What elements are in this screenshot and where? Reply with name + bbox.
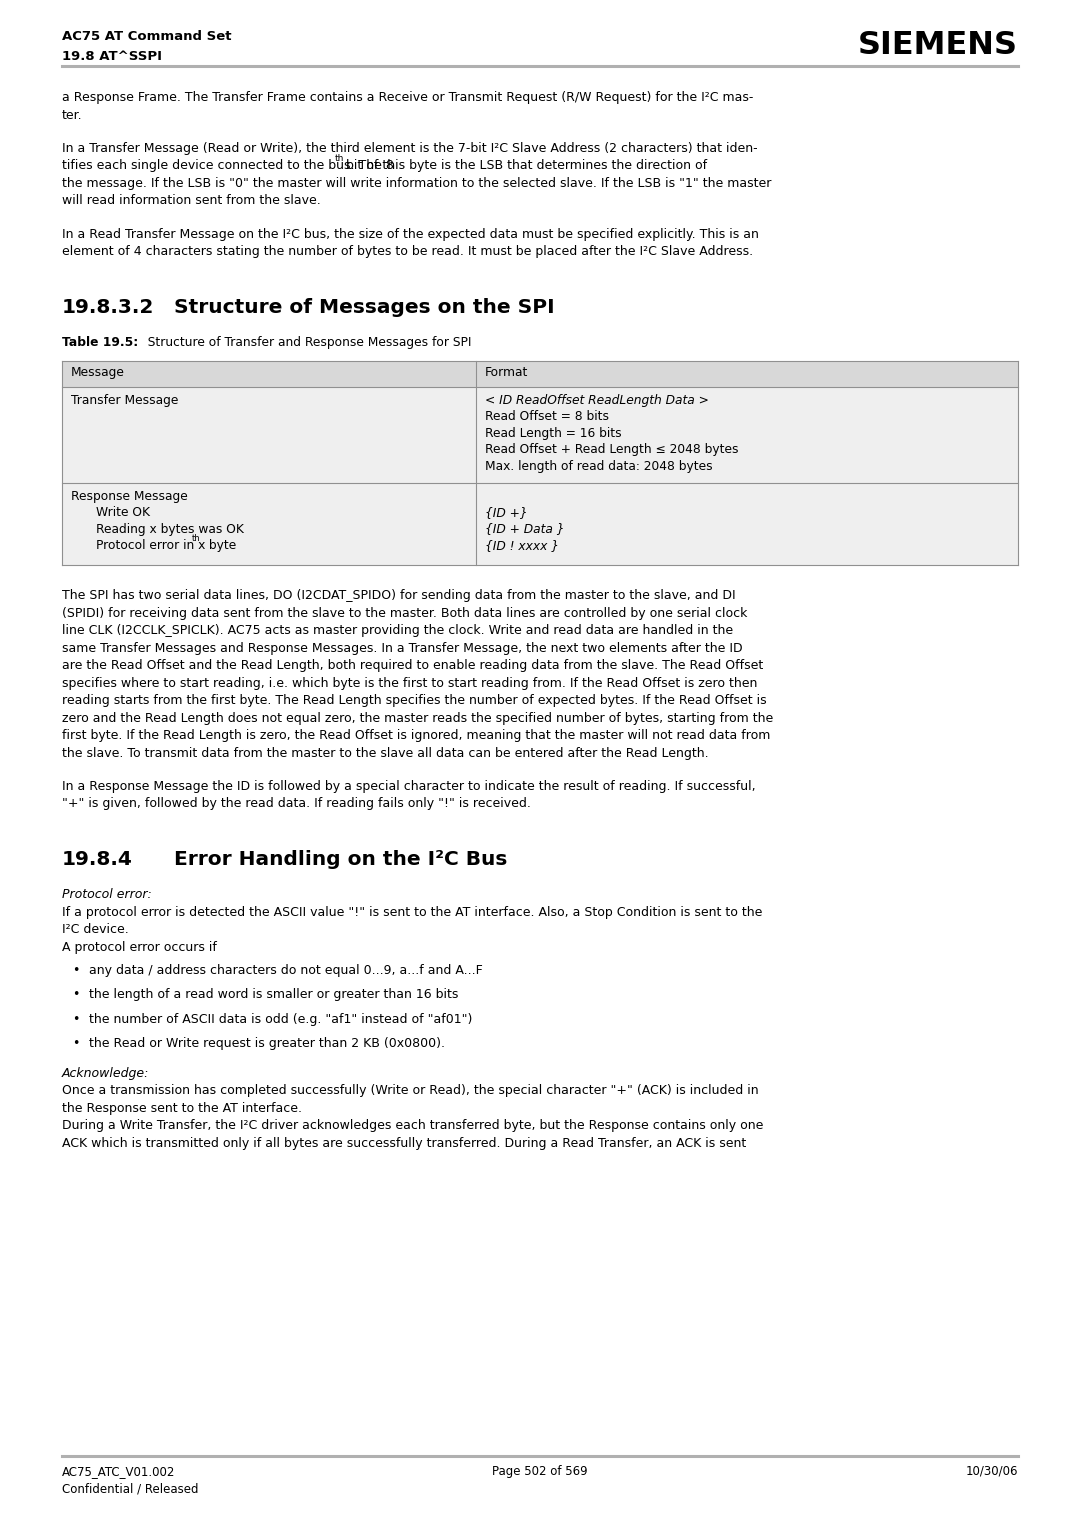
Text: the length of a read word is smaller or greater than 16 bits: the length of a read word is smaller or … <box>89 989 458 1001</box>
Text: A protocol error occurs if: A protocol error occurs if <box>62 941 217 953</box>
Text: ter.: ter. <box>62 108 83 122</box>
Text: Reading x bytes was OK: Reading x bytes was OK <box>96 523 244 535</box>
Text: (SPIDI) for receiving data sent from the slave to the master. Both data lines ar: (SPIDI) for receiving data sent from the… <box>62 607 747 619</box>
Text: will read information sent from the slave.: will read information sent from the slav… <box>62 194 321 208</box>
Text: Max. length of read data: 2048 bytes: Max. length of read data: 2048 bytes <box>485 460 713 472</box>
Text: the message. If the LSB is "0" the master will write information to the selected: the message. If the LSB is "0" the maste… <box>62 177 771 189</box>
Text: In a Read Transfer Message on the I²C bus, the size of the expected data must be: In a Read Transfer Message on the I²C bu… <box>62 228 759 240</box>
Text: Protocol error in x: Protocol error in x <box>96 539 205 552</box>
Text: Structure of Messages on the SPI: Structure of Messages on the SPI <box>174 298 555 316</box>
Text: Transfer Message: Transfer Message <box>71 394 178 406</box>
Text: Message: Message <box>71 365 125 379</box>
Text: zero and the Read Length does not equal zero, the master reads the specified num: zero and the Read Length does not equal … <box>62 712 773 724</box>
Text: Write OK: Write OK <box>96 506 150 520</box>
Text: In a Transfer Message (Read or Write), the third element is the 7-bit I²C Slave : In a Transfer Message (Read or Write), t… <box>62 142 758 154</box>
Text: th: th <box>335 154 345 163</box>
Text: Table 19.5:: Table 19.5: <box>62 336 138 348</box>
Text: ACK which is transmitted only if all bytes are successfully transferred. During : ACK which is transmitted only if all byt… <box>62 1137 746 1149</box>
Text: the number of ASCII data is odd (e.g. "af1" instead of "af01"): the number of ASCII data is odd (e.g. "a… <box>89 1013 472 1025</box>
Text: 19.8.4: 19.8.4 <box>62 850 133 869</box>
Text: 19.8 AT^SSPI: 19.8 AT^SSPI <box>62 50 162 63</box>
Text: the Response sent to the AT interface.: the Response sent to the AT interface. <box>62 1102 302 1115</box>
Text: •: • <box>72 989 79 1001</box>
Text: same Transfer Messages and Response Messages. In a Transfer Message, the next tw: same Transfer Messages and Response Mess… <box>62 642 743 654</box>
Bar <box>62 361 1018 387</box>
Text: first byte. If the Read Length is zero, the Read Offset is ignored, meaning that: first byte. If the Read Length is zero, … <box>62 729 770 743</box>
Text: The SPI has two serial data lines, DO (I2CDAT_SPIDO) for sending data from the m: The SPI has two serial data lines, DO (I… <box>62 588 735 602</box>
Text: any data / address characters do not equal 0...9, a...f and A...F: any data / address characters do not equ… <box>89 964 483 976</box>
Text: Error Handling on the I²C Bus: Error Handling on the I²C Bus <box>174 850 508 869</box>
Text: tifies each single device connected to the bus. The 8: tifies each single device connected to t… <box>62 159 394 173</box>
Text: I²C device.: I²C device. <box>62 923 129 937</box>
Text: If a protocol error is detected the ASCII value "!" is sent to the AT interface.: If a protocol error is detected the ASCI… <box>62 906 762 918</box>
Text: a Response Frame. The Transfer Frame contains a Receive or Transmit Request (R/W: a Response Frame. The Transfer Frame con… <box>62 92 754 104</box>
Text: Format: Format <box>485 365 528 379</box>
Text: element of 4 characters stating the number of bytes to be read. It must be place: element of 4 characters stating the numb… <box>62 244 753 258</box>
Text: bit of this byte is the LSB that determines the direction of: bit of this byte is the LSB that determi… <box>341 159 706 173</box>
Text: specifies where to start reading, i.e. which byte is the first to start reading : specifies where to start reading, i.e. w… <box>62 677 757 689</box>
Text: {ID ! xxxx }: {ID ! xxxx } <box>485 539 559 552</box>
Text: In a Response Message the ID is followed by a special character to indicate the : In a Response Message the ID is followed… <box>62 779 756 793</box>
Text: line CLK (I2CCLK_SPICLK). AC75 acts as master providing the clock. Write and rea: line CLK (I2CCLK_SPICLK). AC75 acts as m… <box>62 623 733 637</box>
Text: 10/30/06: 10/30/06 <box>966 1465 1018 1478</box>
Text: Protocol error:: Protocol error: <box>62 888 152 902</box>
Text: SIEMENS: SIEMENS <box>858 31 1018 61</box>
Text: Read Offset = 8 bits: Read Offset = 8 bits <box>485 410 609 423</box>
Text: reading starts from the first byte. The Read Length specifies the number of expe: reading starts from the first byte. The … <box>62 694 767 707</box>
Text: Page 502 of 569: Page 502 of 569 <box>492 1465 588 1478</box>
Text: •: • <box>72 964 79 976</box>
Text: •: • <box>72 1038 79 1050</box>
Text: Read Offset + Read Length ≤ 2048 bytes: Read Offset + Read Length ≤ 2048 bytes <box>485 443 739 455</box>
Text: During a Write Transfer, the I²C driver acknowledges each transferred byte, but : During a Write Transfer, the I²C driver … <box>62 1118 764 1132</box>
Text: Confidential / Released: Confidential / Released <box>62 1484 199 1496</box>
Text: {ID +}: {ID +} <box>485 506 527 520</box>
Text: Read Length = 16 bits: Read Length = 16 bits <box>485 426 622 440</box>
Bar <box>62 483 1018 564</box>
Text: Once a transmission has completed successfully (Write or Read), the special char: Once a transmission has completed succes… <box>62 1085 758 1097</box>
Text: 19.8.3.2: 19.8.3.2 <box>62 298 154 316</box>
Text: Structure of Transfer and Response Messages for SPI: Structure of Transfer and Response Messa… <box>140 336 472 348</box>
Text: byte: byte <box>205 539 237 552</box>
Text: the slave. To transmit data from the master to the slave all data can be entered: the slave. To transmit data from the mas… <box>62 747 708 759</box>
Text: Response Message: Response Message <box>71 489 188 503</box>
Text: {ID + Data }: {ID + Data } <box>485 523 565 535</box>
Bar <box>62 387 1018 483</box>
Text: AC75 AT Command Set: AC75 AT Command Set <box>62 31 231 43</box>
Text: "+" is given, followed by the read data. If reading fails only "!" is received.: "+" is given, followed by the read data.… <box>62 798 531 810</box>
Text: Acknowledge:: Acknowledge: <box>62 1067 149 1080</box>
Text: the Read or Write request is greater than 2 KB (0x0800).: the Read or Write request is greater tha… <box>89 1038 445 1050</box>
Text: < ID ReadOffset ReadLength Data >: < ID ReadOffset ReadLength Data > <box>485 394 708 406</box>
Text: •: • <box>72 1013 79 1025</box>
Text: th: th <box>192 533 201 542</box>
Text: AC75_ATC_V01.002: AC75_ATC_V01.002 <box>62 1465 175 1478</box>
Text: are the Read Offset and the Read Length, both required to enable reading data fr: are the Read Offset and the Read Length,… <box>62 659 764 672</box>
